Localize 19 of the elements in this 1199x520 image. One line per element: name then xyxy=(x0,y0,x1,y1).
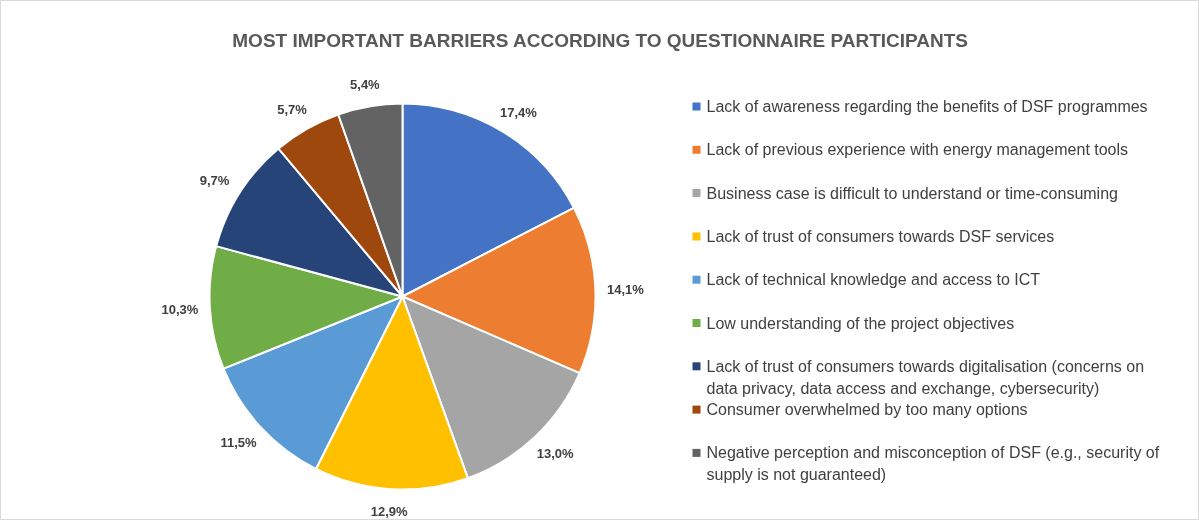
chart-title: MOST IMPORTANT BARRIERS ACCORDING TO QUESTIONNAIRE PARTICIPANTS xyxy=(232,30,969,51)
legend-label: Negative perception and misconception of DSF (e.g., security of supply is not guaranteed) xyxy=(706,444,1160,484)
data-label: 12,9% xyxy=(370,503,409,519)
legend-label: Lack of previous experience with energy management tools xyxy=(706,141,1129,159)
data-label: 11,5% xyxy=(220,434,258,450)
legend-label: Lack of awareness regarding the benefits of DSF programmes xyxy=(706,98,1148,115)
data-label: 5,7% xyxy=(277,102,308,118)
data-label: 9,7% xyxy=(199,173,230,189)
data-label: 13,0% xyxy=(536,445,575,461)
legend-label: Lack of technical knowledge and access to ICT xyxy=(706,271,1041,289)
legend-label: Consumer overwhelmed by too many options xyxy=(706,401,1028,419)
data-label: 10,3% xyxy=(161,301,199,317)
legend-label: Lack of trust of consumers towards digitalisation (concerns on data privacy, data access and exchange, cybersecurity) xyxy=(706,357,1145,397)
legend-label: Low understanding of the project objectives xyxy=(706,314,1015,332)
data-label: 5,4% xyxy=(350,77,381,93)
legend-label: Business case is difficult to understand or time-consuming xyxy=(706,184,1118,202)
data-label: 17,4% xyxy=(499,105,538,121)
legend-label: Lack of trust of consumers towards DSF services xyxy=(706,227,1055,245)
data-label: 14,1% xyxy=(606,281,645,297)
